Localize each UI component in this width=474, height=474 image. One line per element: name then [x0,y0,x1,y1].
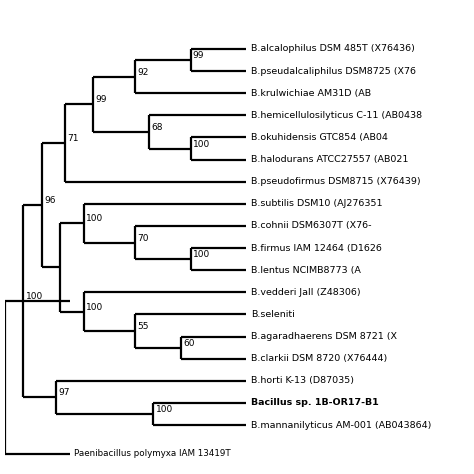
Text: B.clarkii DSM 8720 (X76444): B.clarkii DSM 8720 (X76444) [251,354,387,363]
Text: 55: 55 [137,322,149,331]
Text: 99: 99 [95,95,107,104]
Text: B.pseudalcaliphilus DSM8725 (X76: B.pseudalcaliphilus DSM8725 (X76 [251,67,416,75]
Text: B.horti K-13 (D87035): B.horti K-13 (D87035) [251,376,354,385]
Text: B.krulwichiae AM31D (AB: B.krulwichiae AM31D (AB [251,89,371,98]
Text: 100: 100 [155,405,173,414]
Text: B.firmus IAM 12464 (D1626: B.firmus IAM 12464 (D1626 [251,244,382,253]
Text: B.subtilis DSM10 (AJ276351: B.subtilis DSM10 (AJ276351 [251,200,383,208]
Text: 96: 96 [44,196,56,205]
Text: B.seleniti: B.seleniti [251,310,295,319]
Text: B.agaradhaerens DSM 8721 (X: B.agaradhaerens DSM 8721 (X [251,332,397,341]
Text: B.halodurans ATCC27557 (AB021: B.halodurans ATCC27557 (AB021 [251,155,408,164]
Text: 97: 97 [58,388,70,397]
Text: 70: 70 [137,234,149,243]
Text: 100: 100 [86,303,103,312]
Text: 68: 68 [151,123,163,132]
Text: B.lentus NCIMB8773 (A: B.lentus NCIMB8773 (A [251,266,361,274]
Text: 71: 71 [67,134,79,143]
Text: 60: 60 [183,338,195,347]
Text: B.pseudofirmus DSM8715 (X76439): B.pseudofirmus DSM8715 (X76439) [251,177,420,186]
Text: 100: 100 [86,214,103,223]
Text: B.cohnii DSM6307T (X76-: B.cohnii DSM6307T (X76- [251,221,372,230]
Text: Bacillus sp. 1B-OR17-B1: Bacillus sp. 1B-OR17-B1 [251,399,379,407]
Text: B.okuhidensis GTC854 (AB04: B.okuhidensis GTC854 (AB04 [251,133,388,142]
Text: 100: 100 [193,139,210,148]
Text: 99: 99 [193,51,204,60]
Text: B.alcalophilus DSM 485T (X76436): B.alcalophilus DSM 485T (X76436) [251,45,415,54]
Text: B.mannanilyticus AM-001 (AB043864): B.mannanilyticus AM-001 (AB043864) [251,420,431,429]
Text: B.hemicellulosilyticus C-11 (AB0438: B.hemicellulosilyticus C-11 (AB0438 [251,111,422,120]
Text: B.vedderi JaII (Z48306): B.vedderi JaII (Z48306) [251,288,361,297]
Text: 92: 92 [137,68,148,77]
Text: 100: 100 [26,292,43,301]
Text: 100: 100 [193,250,210,259]
Text: Paenibacillus polymyxa IAM 13419T: Paenibacillus polymyxa IAM 13419T [74,449,231,458]
